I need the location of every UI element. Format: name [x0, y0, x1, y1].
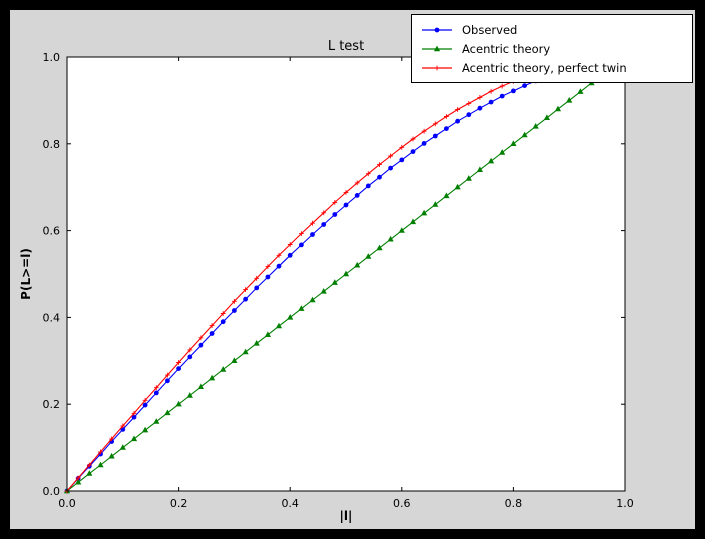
legend-label-acentric-theory: Acentric theory: [462, 41, 551, 56]
legend: Observed Acentric theory Acentric theory, …: [411, 14, 693, 83]
svg-text:0.6: 0.6: [43, 225, 61, 238]
svg-text:1.0: 1.0: [616, 497, 634, 510]
figure-canvas: 0.0 0.2 0.4 0.6 0.8 1.0 0.0 0.2 0.4 0.6 0.8 1.0 L t…: [10, 10, 695, 529]
x-axis-label: |l|: [339, 509, 353, 523]
svg-text:0.8: 0.8: [43, 138, 61, 151]
legend-sample-observed: [422, 27, 452, 32]
svg-text:0.0: 0.0: [58, 497, 76, 510]
x-tick-labels: 0.0 0.2 0.4 0.6 0.8 1.0: [58, 497, 634, 510]
svg-text:1.0: 1.0: [43, 51, 61, 64]
y-tick-labels: 0.0 0.2 0.4 0.6 0.8 1.0: [43, 51, 61, 498]
svg-text:0.8: 0.8: [505, 497, 523, 510]
acentric-theory-markers: [63, 71, 606, 494]
svg-text:0.2: 0.2: [43, 398, 61, 411]
legend-item-acentric-theory: Acentric theory: [420, 39, 684, 58]
legend-sample-acentric-theory: [422, 45, 452, 51]
acentric-theory-perfect-twin-line: [66, 68, 548, 492]
legend-item-observed: Observed: [420, 20, 684, 39]
legend-label-acentric-theory-perfect-twin: Acentric theory, perfect twin: [462, 60, 627, 75]
svg-text:0.6: 0.6: [393, 497, 411, 510]
chart-plot: 0.0 0.2 0.4 0.6 0.8 1.0 0.0 0.2 0.4 0.6 0.8 1.0: [43, 51, 634, 510]
chart-title: L test: [327, 39, 365, 54]
svg-text:0.0: 0.0: [43, 485, 61, 498]
svg-text:0.4: 0.4: [281, 497, 299, 510]
svg-text:0.2: 0.2: [170, 497, 188, 510]
legend-label-observed: Observed: [462, 22, 518, 37]
y-axis-label: P(L>=l): [19, 248, 33, 300]
legend-item-acentric-theory-perfect-twin: Acentric theory, perfect twin: [420, 58, 684, 77]
axes-frame: [66, 56, 626, 492]
svg-text:0.4: 0.4: [43, 311, 61, 324]
legend-sample-acentric-theory-perfect-twin: [422, 65, 452, 70]
